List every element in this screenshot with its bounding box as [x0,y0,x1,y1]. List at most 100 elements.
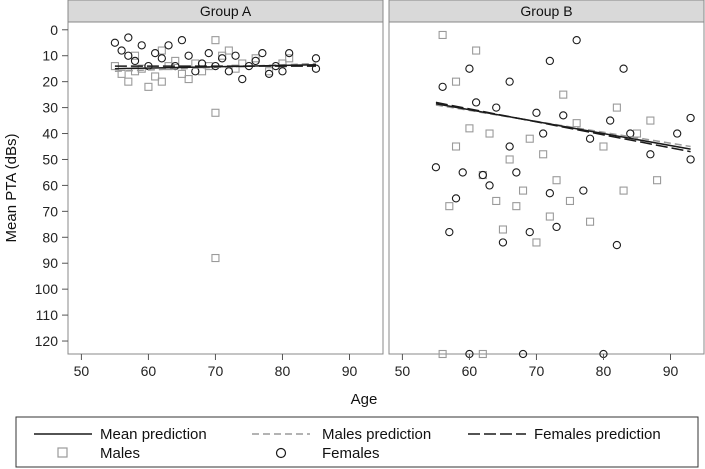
males-point [492,196,501,206]
females-point [545,56,555,66]
females-point [485,181,494,190]
x-tick-label: 80 [596,363,612,379]
y-tick-label: 30 [42,100,58,116]
y-tick-label: 40 [42,126,58,142]
males-point [438,349,447,359]
x-tick-label: 90 [663,363,679,379]
panel-group-a: Group A 50 60 70 80 90 0 10 20 30 40 50 60 70 80 90 10… [35,0,384,379]
females-point [532,108,541,117]
mean-prediction-line [114,64,316,70]
males-point [157,77,166,86]
males-point [451,77,461,86]
females-point [251,56,260,66]
panel-a-x-axis: 50 60 70 80 90 [74,354,358,379]
males-point [572,119,581,128]
legend: Mean prediction Males prediction Females… [15,416,699,468]
males-point [498,225,507,234]
females-point [184,51,193,60]
males-point [265,67,274,76]
panel-b-plot-area [388,21,705,355]
males-point [512,202,521,211]
females-point [124,33,133,42]
males-point [177,69,186,78]
panel-group-b: Group B 50 60 70 80 90 [388,0,705,379]
females-point [686,113,695,123]
females-point [673,129,682,138]
females-point [619,64,628,73]
females-point [117,46,126,55]
males-point [124,77,133,86]
females-point [606,116,615,125]
y-tick-label: 100 [35,281,59,297]
males-point [171,56,180,65]
panel-b-marks [431,30,695,359]
females-point [612,240,622,250]
females-point [124,51,133,60]
males-point [224,46,233,55]
y-tick-label: 20 [42,74,58,90]
females-point [559,111,568,120]
males-point [552,176,561,185]
males-point [211,36,220,45]
males-point [505,155,514,164]
females-point [505,77,514,86]
males-point [525,134,534,143]
males-point [518,186,528,195]
females-point [492,103,501,112]
males-prediction-line [435,104,691,148]
females-point [204,48,213,58]
males-point [211,253,220,263]
females-point [572,36,581,45]
females-point [471,98,481,107]
females-point [538,129,548,138]
females-point [285,48,294,58]
x-tick-label: 90 [342,363,358,379]
males-point [612,103,621,112]
males-point [438,30,447,40]
y-tick-label: 80 [42,229,58,245]
females-point [110,38,120,47]
y-axis: 0 10 20 30 40 50 60 70 80 90 100 110 120 [35,22,68,349]
females-point [451,194,461,203]
males-point [451,142,461,151]
males-point [559,90,568,99]
males-point [539,150,548,159]
legend-mean-label: Mean prediction [100,426,207,443]
legend-females-pred-label: Females prediction [534,426,661,443]
panel-a-title: Group A [200,3,252,19]
females-point [438,82,447,91]
males-point [184,75,193,84]
y-tick-label: 0 [50,22,58,38]
females-point [552,222,561,232]
males-point [472,46,481,55]
females-point [311,54,321,63]
y-tick-label: 50 [42,151,58,167]
females-point [646,150,655,159]
legend-males-label: Males [100,445,140,462]
females-point [512,168,521,177]
females-point [579,186,588,195]
females-point [445,227,454,237]
x-tick-label: 50 [395,363,411,379]
males-point [485,129,494,138]
panel-b-title: Group B [520,3,572,19]
y-tick-label: 60 [42,177,58,193]
females-point [505,142,514,151]
females-point [518,349,528,359]
x-tick-label: 60 [462,363,478,379]
panel-b-x-axis: 50 60 70 80 90 [395,354,679,379]
males-point [532,238,541,247]
females-point [130,56,140,66]
females-point [177,36,187,45]
males-point [619,186,628,195]
females-point [278,67,287,76]
females-point [150,48,160,58]
females-point [626,129,635,138]
legend-females-label: Females [322,445,380,462]
males-point [285,54,294,63]
males-point [565,196,575,206]
females-point [686,155,695,164]
females-point [264,69,274,79]
females-point [258,48,267,58]
